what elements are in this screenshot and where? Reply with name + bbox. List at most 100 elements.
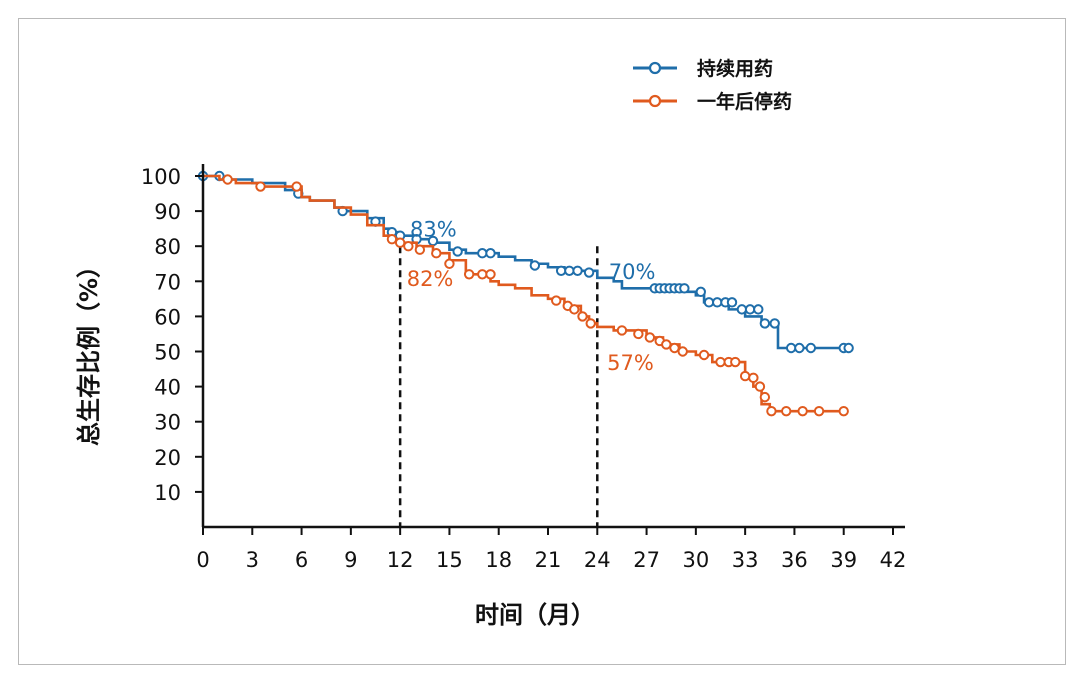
censor-mark xyxy=(585,318,596,329)
censor-mark xyxy=(414,244,426,255)
series-layer xyxy=(197,170,854,417)
censor-mark xyxy=(753,304,764,315)
censor-mark xyxy=(222,174,233,185)
x-tick-label: 15 xyxy=(436,548,463,572)
censor-mark xyxy=(744,304,756,315)
series-line xyxy=(203,174,849,350)
censor-mark xyxy=(485,269,496,280)
censor-mark xyxy=(759,318,771,329)
censor-mark xyxy=(677,346,688,357)
censor-mark xyxy=(695,286,706,298)
x-tick-label: 33 xyxy=(732,548,759,572)
censor-mark xyxy=(583,267,595,278)
x-tick-label: 3 xyxy=(246,548,259,572)
censor-mark xyxy=(661,339,672,350)
censor-mark xyxy=(736,304,748,315)
x-tick-label: 36 xyxy=(781,548,808,572)
censor-mark xyxy=(477,248,488,259)
x-tick-label: 27 xyxy=(633,548,660,572)
censor-mark xyxy=(785,342,797,354)
annotations: 83% 82% 70% 57% xyxy=(407,218,656,375)
y-tick-label: 30 xyxy=(154,411,181,435)
censor-mark xyxy=(255,181,266,192)
censor-mark xyxy=(781,405,792,417)
axes: 0 3 6 9 12 15 18 21 24 27 30 33 36 39 4210203040506070… xyxy=(141,164,906,572)
y-tick-label: 70 xyxy=(154,270,181,294)
series-line xyxy=(203,174,844,413)
censor-mark xyxy=(838,405,849,417)
censor-mark xyxy=(759,391,771,403)
x-tick-label: 9 xyxy=(344,548,357,572)
y-tick-label: 90 xyxy=(154,200,181,224)
x-tick-label: 42 xyxy=(880,548,907,572)
censor-mark xyxy=(529,260,541,271)
legend-label: 持续用药 xyxy=(697,57,773,80)
censor-mark xyxy=(485,248,496,259)
censor-mark xyxy=(452,246,463,257)
y-tick-label: 60 xyxy=(154,305,181,329)
censor-mark xyxy=(572,265,583,276)
legend-swatch-marker xyxy=(648,94,662,108)
y-tick-label: 100 xyxy=(141,165,181,189)
legend-swatch-marker xyxy=(648,61,662,75)
censor-mark xyxy=(577,311,588,322)
censor-mark xyxy=(698,349,710,361)
censor-mark xyxy=(444,258,455,269)
censor-mark xyxy=(386,233,398,245)
censor-mark xyxy=(644,332,656,343)
x-tick-label: 6 xyxy=(295,548,308,572)
y-tick-label: 10 xyxy=(154,481,181,505)
censor-mark xyxy=(739,370,751,382)
censor-mark xyxy=(813,405,825,417)
censor-mark xyxy=(555,265,567,276)
censor-mark xyxy=(633,328,644,340)
censor-mark xyxy=(703,297,715,308)
censor-mark xyxy=(551,295,562,306)
x-tick-label: 39 xyxy=(830,548,857,572)
censor-mark xyxy=(794,342,805,354)
series-1 xyxy=(197,170,854,354)
censor-mark xyxy=(431,248,442,259)
censor-mark xyxy=(564,265,575,276)
x-tick-label: 21 xyxy=(535,548,562,572)
censor-mark xyxy=(715,356,726,368)
y-tick-label: 20 xyxy=(154,446,181,470)
censor-mark xyxy=(477,269,488,280)
y-tick-label: 80 xyxy=(154,235,181,259)
censor-mark xyxy=(797,405,808,417)
y-tick-label: 50 xyxy=(154,341,181,365)
censor-mark xyxy=(463,269,475,280)
reference-lines xyxy=(398,246,599,527)
censor-mark xyxy=(766,405,777,417)
censor-mark xyxy=(616,325,628,336)
y-tick-label: 40 xyxy=(154,376,181,400)
censor-mark xyxy=(403,241,414,252)
censor-mark xyxy=(730,356,741,368)
censor-mark xyxy=(712,297,723,308)
censor-mark xyxy=(394,237,406,248)
censor-mark xyxy=(291,181,302,192)
x-axis-title: 时间（月） xyxy=(475,601,595,629)
y-axis-title: 总生存比例（%） xyxy=(75,254,103,446)
annotation-label: 82% xyxy=(407,267,454,291)
x-tick-label: 0 xyxy=(196,548,209,572)
chart-frame xyxy=(18,18,1066,665)
censor-mark xyxy=(769,318,780,329)
censor-mark xyxy=(569,304,580,315)
legend-label: 一年后停药 xyxy=(697,90,792,113)
censor-mark xyxy=(748,372,759,384)
censor-mark xyxy=(805,342,817,354)
censor-mark xyxy=(843,342,854,354)
annotation-label: 70% xyxy=(609,260,656,284)
series-2 xyxy=(203,174,849,417)
censor-mark xyxy=(679,283,690,294)
x-tick-label: 24 xyxy=(584,548,611,572)
x-tick-label: 18 xyxy=(485,548,512,572)
x-tick-label: 30 xyxy=(682,548,709,572)
annotation-label: 57% xyxy=(607,351,654,375)
censor-mark xyxy=(754,381,766,392)
annotation-label: 83% xyxy=(410,218,457,242)
censor-mark xyxy=(669,342,680,354)
